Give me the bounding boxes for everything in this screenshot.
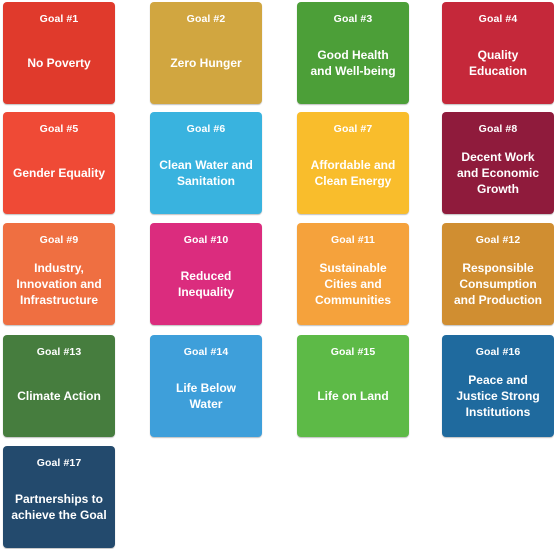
goal-title: Zero Hunger bbox=[170, 56, 242, 70]
goal-tile[interactable]: Goal #15 Life on Land bbox=[297, 335, 409, 437]
goal-number: Goal #14 bbox=[183, 346, 229, 358]
goal-title: Quality Education bbox=[468, 48, 527, 78]
goal-tile[interactable]: Goal #6 Clean Water and Sanitation bbox=[150, 112, 262, 214]
goal-number: Goal #15 bbox=[330, 346, 376, 358]
goal-number: Goal #17 bbox=[36, 457, 82, 469]
goal-tile[interactable]: Goal #12 Responsible Consumption and Prod… bbox=[442, 223, 554, 325]
goal-number: Goal #6 bbox=[186, 123, 226, 135]
goal-title: Life Below Water bbox=[175, 381, 236, 411]
goal-title: Clean Water and Sanitation bbox=[159, 158, 253, 188]
goal-tile[interactable]: Goal #10 Reduced Inequality bbox=[150, 223, 262, 325]
goal-title: No Poverty bbox=[27, 56, 91, 70]
goal-tile[interactable]: Goal #11 Sustainable Cities and Communiti… bbox=[297, 223, 409, 325]
goal-number: Goal #10 bbox=[183, 234, 229, 246]
goal-number: Goal #8 bbox=[478, 123, 518, 135]
goal-number: Goal #13 bbox=[36, 346, 82, 358]
goal-number: Goal #4 bbox=[478, 13, 518, 25]
goal-tile[interactable]: Goal #1 No Poverty bbox=[3, 2, 115, 104]
goal-title: Gender Equality bbox=[12, 166, 106, 180]
goal-title: Climate Action bbox=[17, 389, 101, 403]
goal-tile[interactable]: Goal #5 Gender Equality bbox=[3, 112, 115, 214]
goal-number: Goal #2 bbox=[186, 13, 226, 25]
goal-title: Affordable and Clean Energy bbox=[310, 158, 396, 188]
goal-title: Decent Work and Economic Growth bbox=[456, 150, 539, 196]
goal-number: Goal #12 bbox=[475, 234, 521, 246]
goal-title: Reduced Inequality bbox=[177, 269, 234, 299]
goal-title: Responsible Consumption and Production bbox=[454, 261, 542, 307]
goal-tile[interactable]: Goal #16 Peace and Justice Strong Institu… bbox=[442, 335, 554, 437]
goal-tile[interactable]: Goal #9 Industry, Innovation and Infrastr… bbox=[3, 223, 115, 325]
goal-tile[interactable]: Goal #17 Partnerships to achieve the Goal bbox=[3, 446, 115, 548]
goal-tile[interactable]: Goal #8 Decent Work and Economic Growth bbox=[442, 112, 554, 214]
goal-tile[interactable]: Goal #3 Good Health and Well-being bbox=[297, 2, 409, 104]
goal-tile[interactable]: Goal #13 Climate Action bbox=[3, 335, 115, 437]
goal-number: Goal #7 bbox=[333, 123, 373, 135]
goal-number: Goal #11 bbox=[331, 234, 375, 246]
goal-number: Goal #9 bbox=[39, 234, 79, 246]
goal-title: Peace and Justice Strong Institutions bbox=[456, 373, 540, 419]
goal-title: Sustainable Cities and Communities bbox=[314, 261, 391, 307]
goal-number: Goal #1 bbox=[39, 13, 79, 25]
goal-title: Partnerships to achieve the Goal bbox=[11, 492, 107, 522]
goal-number: Goal #16 bbox=[475, 346, 521, 358]
goal-tile[interactable]: Goal #14 Life Below Water bbox=[150, 335, 262, 437]
goal-number: Goal #5 bbox=[39, 123, 79, 135]
goal-title: Industry, Innovation and Infrastructure bbox=[16, 261, 102, 307]
goal-tile[interactable]: Goal #2 Zero Hunger bbox=[150, 2, 262, 104]
goal-number: Goal #3 bbox=[333, 13, 373, 25]
goal-tile[interactable]: Goal #4 Quality Education bbox=[442, 2, 554, 104]
goal-title: Life on Land bbox=[317, 389, 389, 403]
goal-title: Good Health and Well-being bbox=[310, 48, 396, 78]
goal-tile[interactable]: Goal #7 Affordable and Clean Energy bbox=[297, 112, 409, 214]
